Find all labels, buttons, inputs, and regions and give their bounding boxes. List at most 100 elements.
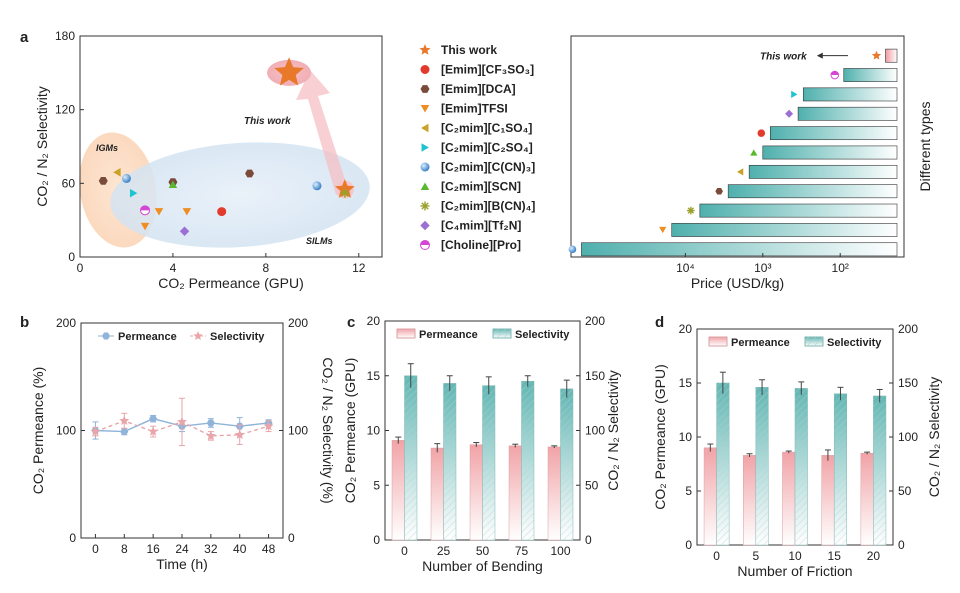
legend-item: [C₂mim][C(CN)₃] <box>441 160 535 174</box>
permeance-bar <box>469 444 483 541</box>
x-axis-label: Time (h) <box>156 556 208 572</box>
data-point <box>168 180 178 189</box>
permeance-bar <box>860 452 874 546</box>
y-axis-label: Different types <box>917 101 933 191</box>
legend-item: [Choline][Pro] <box>441 238 521 252</box>
x-axis-label: Number of Friction <box>737 563 852 579</box>
price-bar <box>581 242 898 257</box>
x-tick-label: 10 <box>788 549 802 563</box>
igms-label: IGMs <box>96 143 118 153</box>
data-point <box>234 429 245 440</box>
legend-marker <box>420 201 430 211</box>
data-point <box>177 416 187 427</box>
this-work-label: This work <box>244 116 291 127</box>
selectivity-hatch <box>521 381 534 540</box>
y-tick-label: 0 <box>69 531 76 545</box>
data-point <box>334 179 355 198</box>
data-point <box>274 57 304 86</box>
data-point <box>149 415 158 423</box>
plot-frame <box>570 35 905 258</box>
data-point <box>312 181 322 191</box>
y-tick-label: 60 <box>62 176 76 190</box>
x-tick-label: 20 <box>867 549 881 563</box>
y2-tick-label: 100 <box>898 430 918 444</box>
price-bar-marker <box>871 50 882 60</box>
legend-swatch-permeance <box>708 336 728 347</box>
y-tick-label: 180 <box>55 29 75 43</box>
y-tick-label: 10 <box>367 424 381 438</box>
price-bar <box>797 106 898 121</box>
price-bar <box>802 87 898 102</box>
panel-label-b: b <box>20 314 29 331</box>
data-point <box>340 188 350 198</box>
price-bar-marker <box>659 226 667 234</box>
data-point <box>263 421 274 431</box>
price-bar-marker <box>568 245 577 254</box>
this-work-price-label: This work <box>760 52 807 63</box>
legend-swatch-permeance <box>396 328 416 339</box>
y-tick-label: 100 <box>56 424 76 438</box>
price-bar-marker <box>715 187 723 195</box>
y-tick-label: 20 <box>679 322 693 336</box>
price-bar <box>769 126 898 141</box>
y-tick-label: 0 <box>685 538 692 552</box>
x-tick-label: 10³ <box>754 261 771 275</box>
price-bar-marker <box>785 109 794 118</box>
legend-item: [Emim]TFSI <box>441 102 508 116</box>
permeance-bar <box>743 455 757 546</box>
x-tick-label: 0 <box>92 542 99 556</box>
y2-tick-label: 150 <box>585 369 605 383</box>
data-point <box>205 430 216 441</box>
y2-tick-label: 100 <box>288 424 308 438</box>
chart-b: 0 8 16 24 32 40 48 0 100 200 0 100 200 Time (h) CO₂ Pe… <box>30 316 336 572</box>
price-bar <box>885 48 898 63</box>
selectivity-hatch <box>404 375 417 540</box>
price-bar-marker <box>830 70 840 80</box>
legend-permeance: Permeance <box>419 329 478 341</box>
y-axis-label: CO₂ Permeance (%) <box>30 367 46 495</box>
legend-a: This work [Emim][CF₃SO₃] [Emim][DCA] [Emim]… <box>419 43 535 252</box>
x-tick-label: 24 <box>175 542 189 556</box>
y-tick-label: 120 <box>55 103 75 117</box>
y-tick-label-zero: 0 <box>68 250 75 264</box>
legend-item: [C₄mim][Tf₂N] <box>441 219 521 233</box>
selectivity-hatch <box>834 393 847 545</box>
data-point <box>129 188 138 198</box>
y-tick-label: 5 <box>373 478 380 492</box>
permeance-bar <box>430 447 444 541</box>
y-tick-label: 200 <box>56 316 76 330</box>
legend-marker <box>419 44 431 55</box>
data-point <box>179 226 190 236</box>
legend-item: [C₂mim][C₁SO₄] <box>441 121 532 135</box>
legend-marker <box>193 331 203 340</box>
y2-tick-label: 100 <box>585 424 605 438</box>
x-tick-label: 48 <box>262 542 276 556</box>
selectivity-hatch <box>755 387 769 545</box>
y-tick-label: 10 <box>679 430 693 444</box>
panel-label-c: c <box>347 314 355 331</box>
x-tick-label: 50 <box>476 544 490 558</box>
price-bar-marker <box>750 149 758 156</box>
x-tick-label: 40 <box>233 542 247 556</box>
panel-label-d: d <box>655 314 664 331</box>
x-axis-label: CO₂ Permeance (GPU) <box>158 275 303 291</box>
y-tick-label: 15 <box>679 376 693 390</box>
price-bar-marker <box>757 129 766 137</box>
y2-axis-label: CO₂ / N₂ Selectivity <box>605 370 621 491</box>
x-tick-label: 8 <box>121 542 128 556</box>
permeance-bar <box>391 440 405 541</box>
selectivity-hatch <box>482 385 495 540</box>
y2-axis-label: CO₂ / N₂ Selectivity (%) <box>320 357 336 503</box>
y-axis-label: CO₂ / N₂ Selectivity <box>34 86 50 207</box>
data-point <box>140 222 150 231</box>
y2-tick-label: 50 <box>585 478 599 492</box>
x-tick-label: 8 <box>263 261 270 275</box>
permeance-bar <box>508 445 522 541</box>
y2-tick-label: 200 <box>898 322 918 336</box>
x-tick-label: 100 <box>550 544 570 558</box>
legend-swatch-hatch <box>493 329 511 338</box>
this-work-arrow <box>296 70 350 195</box>
legend-selectivity: Selectivity <box>210 331 265 343</box>
selectivity-hatch <box>716 383 730 545</box>
